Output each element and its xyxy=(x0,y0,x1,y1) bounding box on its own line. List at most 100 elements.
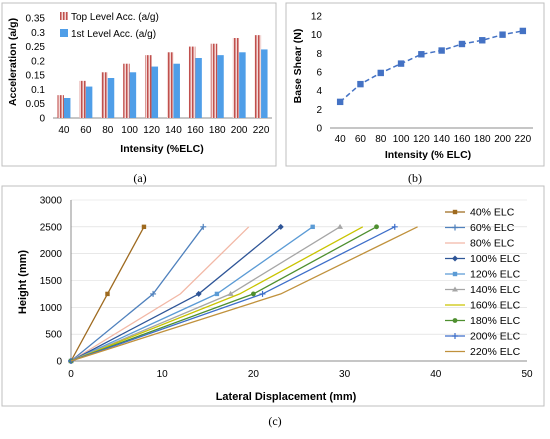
series-point-100-elc xyxy=(195,290,202,297)
chart-b-x-tick-label: 80 xyxy=(375,134,387,145)
chart-c-x-tick-label: 30 xyxy=(339,369,351,380)
chart-c-y-axis-title: Height (mm) xyxy=(17,250,29,315)
legend-marker-100-elc xyxy=(452,255,458,262)
bar-top-level xyxy=(210,43,218,118)
bar-first-level xyxy=(63,98,71,118)
legend-label-100-elc: 100% ELC xyxy=(470,253,521,265)
chart-b-x-tick-label: 220 xyxy=(515,134,532,145)
chart-b-y-tick-label: 8 xyxy=(316,49,322,60)
panel-b-frame xyxy=(285,2,545,167)
bar-top-level xyxy=(254,35,262,119)
legend-label-140-elc: 140% ELC xyxy=(470,284,521,296)
chart-c-y-tick-label: 0 xyxy=(56,357,62,368)
bar-first-level xyxy=(239,52,246,118)
chart-a-y-tick-label: 0.3 xyxy=(31,28,45,39)
series-line-160-elc xyxy=(70,226,364,362)
chart-a-y-tick-label: 0.25 xyxy=(26,42,46,53)
series-point-60-elc xyxy=(150,290,157,297)
bar-top-level xyxy=(232,38,240,118)
bar-first-level xyxy=(195,58,202,118)
series-point-200-elc xyxy=(259,290,266,297)
chart-b-x-tick-label: 180 xyxy=(474,134,491,145)
legend-label-200-elc: 200% ELC xyxy=(470,331,521,343)
chart-b-x-tick-label: 160 xyxy=(454,134,471,145)
chart-a-y-tick-label: 0.05 xyxy=(26,99,46,110)
chart-a-y-tick-label: 0.35 xyxy=(26,14,46,25)
chart-a-x-tick-label: 140 xyxy=(165,125,182,136)
chart-b-y-axis-title: Base Shear (N) xyxy=(292,29,304,104)
chart-b-x-axis-title: Intensity (% ELC) xyxy=(385,149,471,161)
chart-a-x-tick-label: 200 xyxy=(231,125,248,136)
series-point-120-elc xyxy=(214,291,220,297)
chart-a-x-tick-label: 180 xyxy=(209,125,226,136)
series-point-120-elc xyxy=(310,224,315,230)
legend-marker-40-elc xyxy=(452,209,458,215)
legend-label-120-elc: 120% ELC xyxy=(470,269,521,281)
base-shear-point xyxy=(519,27,527,35)
legend-marker-140-elc xyxy=(452,286,458,292)
legend-label-80-elc: 80% ELC xyxy=(470,238,515,250)
chart-b-y-tick-label: 0 xyxy=(316,124,322,135)
legend-label-220-elc: 220% ELC xyxy=(470,346,521,358)
chart-b-y-tick-label: 10 xyxy=(311,30,323,41)
base-shear-point xyxy=(336,98,344,106)
bar-top-level xyxy=(79,80,86,118)
chart-c-x-tick-label: 20 xyxy=(248,369,260,380)
caption-a: (a) xyxy=(133,171,146,185)
bar-top-level xyxy=(101,72,108,118)
series-point-60-elc xyxy=(200,223,207,230)
chart-c-x-tick-label: 0 xyxy=(68,369,74,380)
chart-a-y-tick-label: 0 xyxy=(39,114,45,125)
bar-first-level xyxy=(261,49,268,118)
legend-marker-200-elc xyxy=(452,333,458,339)
bar-first-level xyxy=(129,72,137,118)
base-shear-point xyxy=(479,37,486,44)
bar-first-level xyxy=(151,66,159,118)
chart-b-x-tick-label: 60 xyxy=(355,134,367,145)
chart-a-x-tick-label: 120 xyxy=(143,125,160,136)
chart-a-x-tick-label: 160 xyxy=(187,125,204,136)
chart-a-x-axis-title: Intensity (%ELC) xyxy=(120,143,203,155)
series-point-40-elc xyxy=(105,291,110,297)
bar-first-level xyxy=(85,86,93,118)
legend-marker-180-elc xyxy=(452,318,458,323)
series-line-80-elc xyxy=(70,226,250,362)
legend-swatch-top-level xyxy=(60,12,68,20)
chart-a-x-tick-label: 80 xyxy=(102,125,114,136)
caption-b: (b) xyxy=(408,171,422,185)
legend-label-40-elc: 40% ELC xyxy=(470,207,515,219)
chart-b-y-tick-label: 6 xyxy=(316,68,322,79)
series-point-140-elc xyxy=(227,290,234,296)
bar-top-level xyxy=(145,55,152,118)
chart-a-x-tick-label: 220 xyxy=(253,125,270,136)
bar-top-level xyxy=(123,63,130,118)
series-point-200-elc xyxy=(391,223,398,230)
chart-b-x-tick-label: 120 xyxy=(413,134,430,145)
chart-a-x-tick-label: 100 xyxy=(121,125,138,136)
chart-b-y-tick-label: 4 xyxy=(316,86,322,97)
chart-c-y-tick-label: 1500 xyxy=(40,276,63,287)
legend-label-first-level: 1st Level Acc. (a/g) xyxy=(71,29,156,40)
chart-c-y-tick-label: 500 xyxy=(45,330,62,341)
bar-first-level xyxy=(173,63,180,118)
chart-b-x-tick-label: 200 xyxy=(494,134,511,145)
chart-c-x-tick-label: 40 xyxy=(430,369,442,380)
series-point-100-elc xyxy=(277,223,284,230)
series-line-220-elc xyxy=(70,226,418,362)
chart-c-y-tick-label: 2000 xyxy=(40,249,63,260)
chart-a-legend: Top Level Acc. (a/g) 1st Level Acc. (a/g… xyxy=(60,12,159,40)
series-point-40-elc xyxy=(141,224,147,230)
bar-top-level xyxy=(166,52,174,118)
legend-marker-60-elc xyxy=(452,224,458,231)
bar-first-level xyxy=(217,55,224,118)
bar-first-level xyxy=(107,78,115,118)
caption-c: (c) xyxy=(268,414,281,428)
chart-b: 0 2 4 6 8 10 12 40 60 80 100 120 140 160 180 200 220 In… xyxy=(292,12,533,161)
chart-c: 0 500 1000 1500 2000 2500 3000 0 10 20 30 40 50 40%… xyxy=(17,196,533,404)
series-point-180-elc xyxy=(251,291,256,297)
panel-a-frame xyxy=(1,2,277,167)
chart-c-x-tick-label: 10 xyxy=(157,369,169,380)
chart-b-x-tick-label: 100 xyxy=(393,134,410,145)
legend-label-180-elc: 180% ELC xyxy=(470,315,521,327)
